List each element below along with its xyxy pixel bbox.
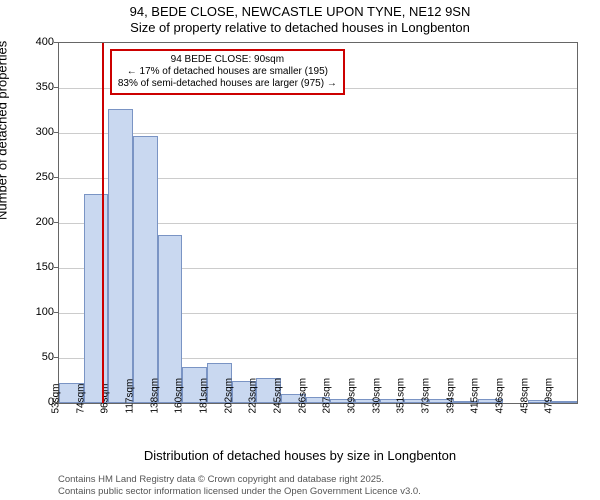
chart-title-sub: Size of property relative to detached ho…	[0, 20, 600, 35]
annotation-line1: ← 17% of detached houses are smaller (19…	[118, 66, 337, 78]
y-tick-label: 200	[14, 216, 54, 228]
y-tick-label: 350	[14, 81, 54, 93]
footer-line1: Contains HM Land Registry data © Crown c…	[58, 474, 421, 486]
footer-line2: Contains public sector information licen…	[58, 486, 421, 498]
y-tick-label: 50	[14, 351, 54, 363]
y-tick-label: 0	[14, 396, 54, 408]
y-tick-label: 300	[14, 126, 54, 138]
bar	[552, 401, 577, 403]
chart-container: 94, BEDE CLOSE, NEWCASTLE UPON TYNE, NE1…	[0, 0, 600, 500]
plot-area: 94 BEDE CLOSE: 90sqm ← 17% of detached h…	[58, 42, 578, 404]
y-tick-label: 250	[14, 171, 54, 183]
y-axis-label: Number of detached properties	[0, 41, 10, 220]
annotation-line2: 83% of semi-detached houses are larger (…	[118, 78, 337, 90]
y-tick-label: 400	[14, 36, 54, 48]
y-tick-label: 150	[14, 261, 54, 273]
chart-title-main: 94, BEDE CLOSE, NEWCASTLE UPON TYNE, NE1…	[0, 4, 600, 19]
bar	[133, 136, 158, 403]
footer-attribution: Contains HM Land Registry data © Crown c…	[58, 474, 421, 498]
bar	[108, 109, 133, 403]
annotation-box: 94 BEDE CLOSE: 90sqm ← 17% of detached h…	[110, 49, 345, 95]
x-axis-label: Distribution of detached houses by size …	[0, 448, 600, 463]
y-tick-label: 100	[14, 306, 54, 318]
annotation-title: 94 BEDE CLOSE: 90sqm	[118, 54, 337, 66]
reference-line	[102, 43, 104, 403]
bars-layer	[59, 43, 577, 403]
bar	[84, 194, 109, 403]
